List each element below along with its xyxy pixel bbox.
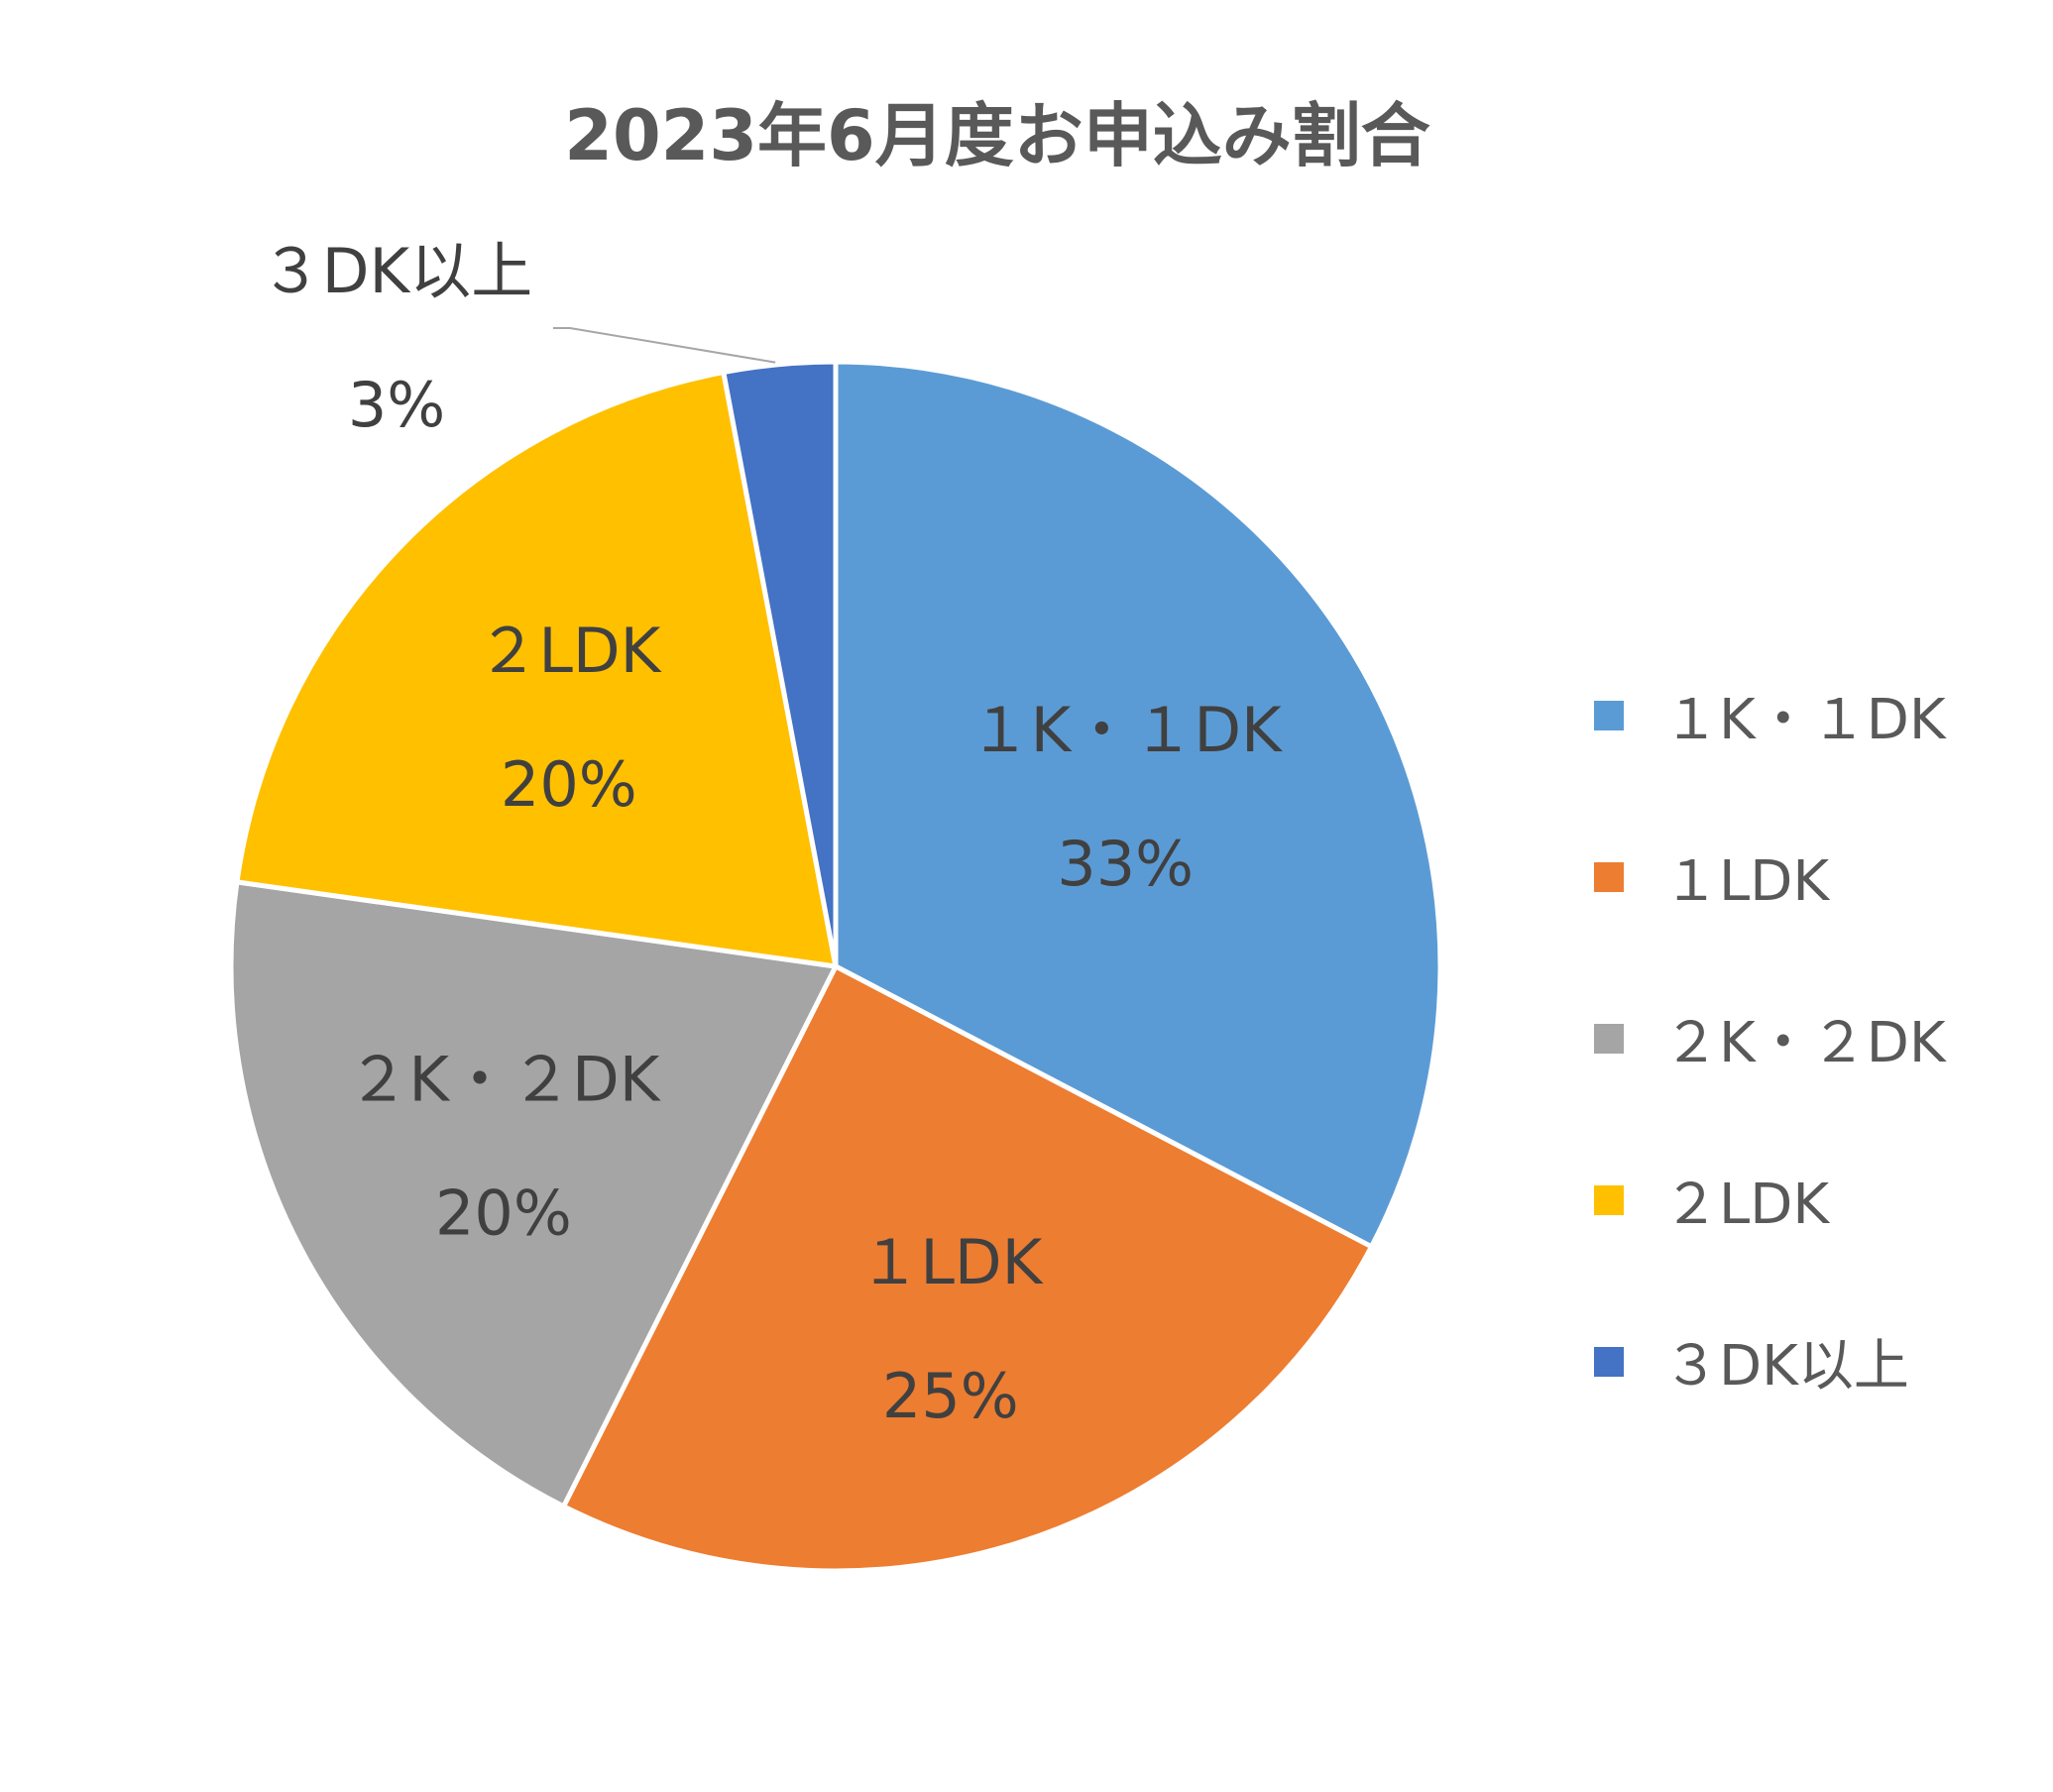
- legend-swatch: [1594, 1184, 1624, 1215]
- legend-label: ２K・２DK: [1663, 1011, 1946, 1075]
- slice-percent-label: 25%: [882, 1360, 1019, 1432]
- legend-item: ２K・２DK: [1594, 957, 2030, 1119]
- legend-item: １LDK: [1594, 796, 2030, 957]
- leader-line: [553, 327, 776, 364]
- pie-slice: [234, 370, 839, 969]
- slice-percent-label: 20%: [435, 1176, 572, 1249]
- slice-category-label: ２LDK: [477, 615, 661, 687]
- legend-swatch: [1594, 1346, 1624, 1377]
- legend-label: １K・１DK: [1663, 688, 1946, 752]
- legend-label: ２LDK: [1663, 1173, 1830, 1237]
- pie-slice: [721, 359, 839, 969]
- legend: １K・１DK １LDK ２K・２DK ２LDK ３DK以上: [1594, 634, 2030, 1442]
- pie-slice: [833, 359, 1443, 1250]
- slice-category-label: １LDK: [858, 1226, 1043, 1298]
- slice-percent-label: 20%: [501, 748, 637, 821]
- legend-item: ２LDK: [1594, 1119, 2030, 1281]
- slice-category-label: ３DK以上: [261, 235, 532, 307]
- legend-swatch: [1594, 861, 1624, 892]
- legend-item: １K・１DK: [1594, 634, 2030, 796]
- legend-label: ３DK以上: [1663, 1334, 1909, 1399]
- slice-category-label: ２K・２DK: [347, 1043, 660, 1115]
- slice-category-label: １K・１DK: [969, 694, 1283, 766]
- pie-slice: [228, 879, 839, 1510]
- slice-percent-label: 3%: [348, 369, 445, 441]
- pie-slice: [561, 963, 1374, 1574]
- chart-title: 2023年6月度お申込み割合: [564, 95, 1430, 176]
- legend-swatch: [1594, 700, 1624, 730]
- legend-item: ３DK以上: [1594, 1281, 2030, 1442]
- slice-percent-label: 33%: [1057, 828, 1194, 900]
- legend-swatch: [1594, 1023, 1624, 1054]
- legend-label: １LDK: [1663, 849, 1830, 914]
